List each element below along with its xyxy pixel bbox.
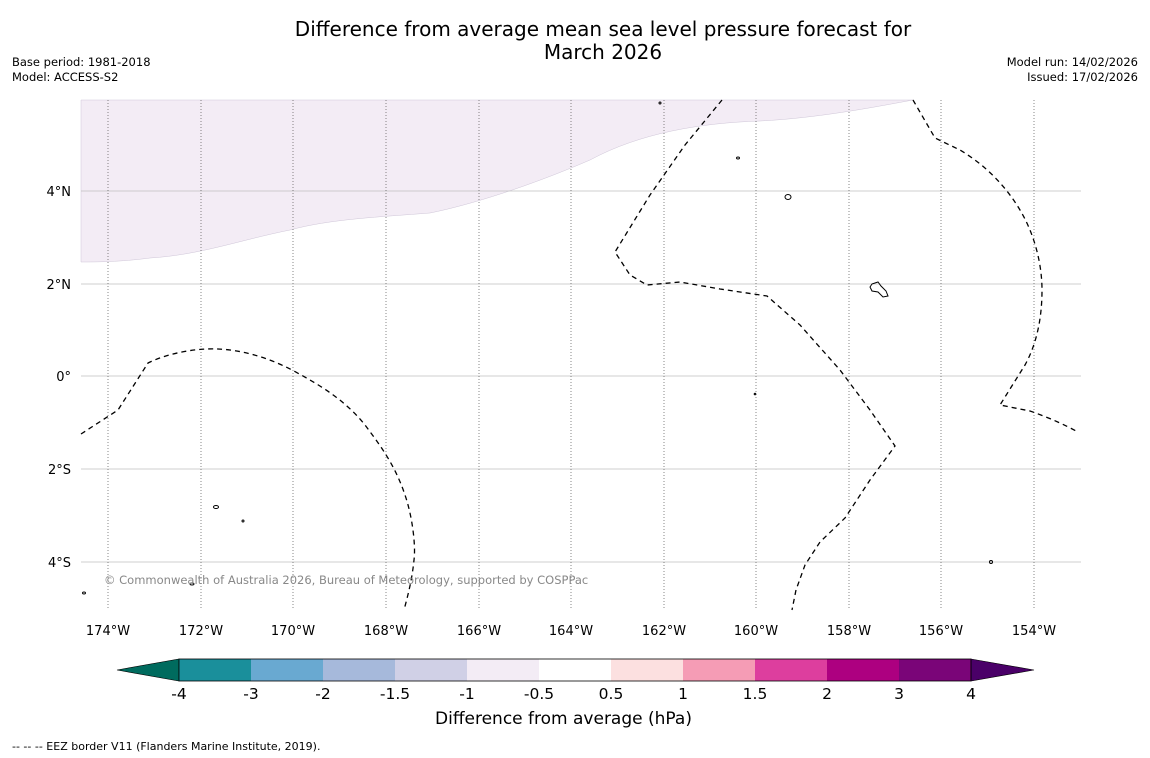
island-c xyxy=(189,582,195,586)
colorbar-segment xyxy=(323,659,395,681)
lon-labels: 174°W 172°W 170°W 168°W 166°W 164°W 162°… xyxy=(86,624,1056,639)
lat-label: 2°S xyxy=(48,463,71,478)
lon-label: 164°W xyxy=(549,624,593,639)
colorbar-tick-label: 3 xyxy=(894,685,904,703)
anomaly-region-fill xyxy=(80,99,914,263)
eez-footnote: -- -- -- EEZ border V11 (Flanders Marine… xyxy=(12,740,321,753)
model-run: Model run: 14/02/2026 xyxy=(1006,55,1138,69)
colorbar-low-arrow xyxy=(116,658,180,682)
lon-gridlines xyxy=(107,100,1035,610)
colorbar-segment xyxy=(683,659,755,681)
lat-gridlines xyxy=(81,190,1081,563)
colorbar-tick-label: 4 xyxy=(966,685,976,703)
colorbar-segment xyxy=(539,659,611,681)
island-b xyxy=(241,519,245,523)
colorbar-tick-label: -1 xyxy=(459,685,474,703)
model-name: Model: ACCESS-S2 xyxy=(12,70,119,84)
eez-border-kiribati-west xyxy=(80,348,416,611)
colorbar-segment xyxy=(179,659,251,681)
island-h xyxy=(753,392,757,396)
lon-label: 170°W xyxy=(271,624,315,639)
lat-label: 0° xyxy=(56,370,71,385)
title-line-1: Difference from average mean sea level p… xyxy=(294,17,912,41)
colorbar-title: Difference from average (hPa) xyxy=(435,709,692,729)
colorbar-ticks: -4 -3 -2 -1.5 -1 -0.5 0.5 1 1.5 2 3 4 xyxy=(171,685,976,703)
lon-label: 154°W xyxy=(1012,624,1056,639)
title-line-2: March 2026 xyxy=(543,40,663,64)
islands xyxy=(82,101,993,595)
lon-label: 168°W xyxy=(364,624,408,639)
island-i xyxy=(989,560,993,564)
colorbar-segment xyxy=(611,659,683,681)
colorbar-outline xyxy=(178,658,972,682)
issued-date: Issued: 17/02/2026 xyxy=(1027,70,1138,84)
lat-label: 4°N xyxy=(47,185,72,200)
island-d xyxy=(82,591,86,595)
lat-labels: 4°N 2°N 0° 2°S 4°S xyxy=(47,185,72,571)
eez-border-east xyxy=(912,99,1079,433)
copyright-text: © Commonwealth of Australia 2026, Bureau… xyxy=(104,573,588,587)
eez-border-central xyxy=(614,99,896,611)
island-kiritimati xyxy=(869,281,889,298)
island-f xyxy=(736,156,740,160)
colorbar-tick-label: -4 xyxy=(171,685,186,703)
colorbar-tick-label: 1.5 xyxy=(743,685,768,703)
island-g xyxy=(784,194,792,200)
meta-left: Base period: 1981-2018 Model: ACCESS-S2 xyxy=(12,55,151,85)
eez-borders xyxy=(80,99,1079,611)
colorbar-tick-label: -1.5 xyxy=(380,685,410,703)
meta-right: Model run: 14/02/2026 Issued: 17/02/2026 xyxy=(1007,55,1138,85)
map-panel: © Commonwealth of Australia 2026, Bureau… xyxy=(80,99,1081,611)
colorbar-tick-label: -3 xyxy=(243,685,258,703)
colorbar-segment xyxy=(251,659,323,681)
island-e xyxy=(658,101,662,105)
colorbar: -4 -3 -2 -1.5 -1 -0.5 0.5 1 1.5 2 3 4 xyxy=(116,658,1035,703)
colorbar-segment xyxy=(899,659,971,681)
colorbar-tick-label: 2 xyxy=(822,685,832,703)
lat-label: 4°S xyxy=(48,556,71,571)
colorbar-tick-label: 0.5 xyxy=(599,685,624,703)
colorbar-segment xyxy=(755,659,827,681)
lon-label: 174°W xyxy=(86,624,130,639)
colorbar-segment xyxy=(467,659,539,681)
lon-label: 158°W xyxy=(827,624,871,639)
lon-label: 172°W xyxy=(179,624,223,639)
colorbar-tick-label: -0.5 xyxy=(524,685,554,703)
lat-label: 2°N xyxy=(47,278,72,293)
lon-label: 160°W xyxy=(734,624,778,639)
colorbar-tick-label: -2 xyxy=(315,685,330,703)
lon-label: 166°W xyxy=(457,624,501,639)
colorbar-high-arrow xyxy=(970,658,1035,682)
lon-label: 162°W xyxy=(642,624,686,639)
colorbar-segment xyxy=(827,659,899,681)
island-a xyxy=(213,505,219,509)
lon-label: 156°W xyxy=(919,624,963,639)
chart-title: Difference from average mean sea level p… xyxy=(0,18,1150,64)
colorbar-segment xyxy=(395,659,467,681)
colorbar-tick-label: 1 xyxy=(678,685,688,703)
base-period: Base period: 1981-2018 xyxy=(12,55,151,69)
